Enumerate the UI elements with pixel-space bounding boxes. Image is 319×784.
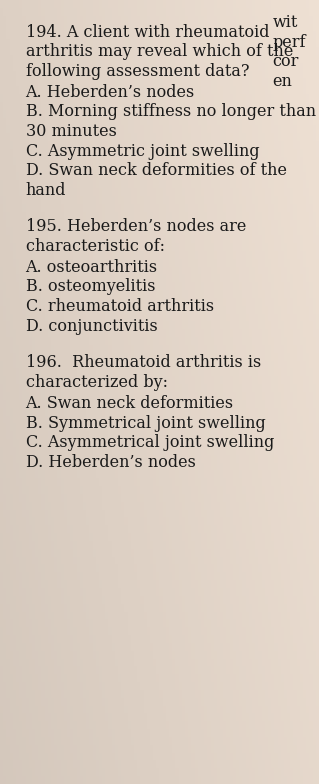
Text: characterized by:: characterized by: — [26, 374, 167, 391]
Text: en: en — [273, 73, 293, 90]
Text: wit: wit — [273, 14, 298, 31]
Text: perf: perf — [273, 34, 306, 51]
Text: following assessment data?: following assessment data? — [26, 63, 249, 80]
Text: C. rheumatoid arthritis: C. rheumatoid arthritis — [26, 298, 214, 315]
Text: arthritis may reveal which of the: arthritis may reveal which of the — [26, 43, 293, 60]
Text: hand: hand — [26, 182, 66, 199]
Text: A. Swan neck deformities: A. Swan neck deformities — [26, 395, 234, 412]
Text: D. conjunctivitis: D. conjunctivitis — [26, 318, 157, 335]
Text: characteristic of:: characteristic of: — [26, 238, 165, 255]
Text: B. osteomyelitis: B. osteomyelitis — [26, 278, 155, 296]
Text: B. Symmetrical joint swelling: B. Symmetrical joint swelling — [26, 415, 265, 432]
Text: 196.  Rheumatoid arthritis is: 196. Rheumatoid arthritis is — [26, 354, 261, 372]
Text: A. osteoarthritis: A. osteoarthritis — [26, 259, 158, 276]
Text: C. Asymmetrical joint swelling: C. Asymmetrical joint swelling — [26, 434, 274, 452]
Text: A. Heberden’s nodes: A. Heberden’s nodes — [26, 84, 195, 101]
Text: D. Swan neck deformities of the: D. Swan neck deformities of the — [26, 162, 286, 180]
Text: B. Morning stiffness no longer than: B. Morning stiffness no longer than — [26, 103, 315, 121]
Text: cor: cor — [273, 53, 299, 71]
Text: C. Asymmetric joint swelling: C. Asymmetric joint swelling — [26, 143, 259, 160]
Text: 30 minutes: 30 minutes — [26, 123, 116, 140]
Text: D. Heberden’s nodes: D. Heberden’s nodes — [26, 454, 196, 471]
Text: 194. A client with rheumatoid: 194. A client with rheumatoid — [26, 24, 269, 41]
Text: 195. Heberden’s nodes are: 195. Heberden’s nodes are — [26, 218, 246, 235]
